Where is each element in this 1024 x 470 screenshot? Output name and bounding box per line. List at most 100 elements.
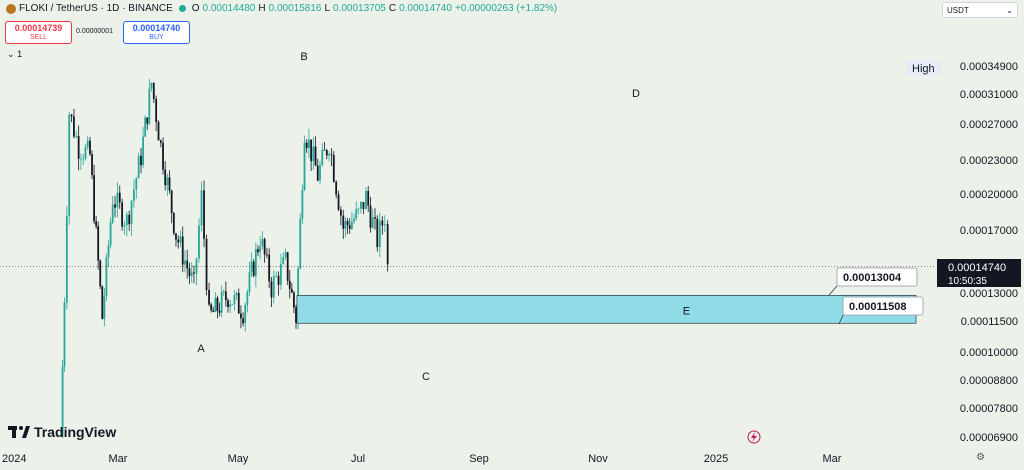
lightning-icon [747, 430, 761, 444]
candle-body [216, 297, 219, 311]
x-tick-label: Mar [823, 453, 842, 465]
candle-body [105, 257, 108, 296]
candle-body [109, 222, 112, 246]
candle-body [116, 192, 119, 208]
candle-body [155, 98, 158, 122]
candle-body [164, 169, 167, 186]
zone-top-callout-text: 0.00013004 [843, 272, 902, 284]
candle-body [130, 200, 133, 225]
candle-body [279, 263, 282, 285]
candle-body [65, 215, 68, 303]
high-label: H [258, 3, 266, 14]
currency-value: USDT [947, 6, 969, 15]
candle-body [305, 142, 308, 148]
candle-body [125, 214, 128, 226]
candle-body [248, 272, 251, 292]
candle-body [195, 258, 198, 274]
candle-body [252, 261, 255, 276]
candle-body [121, 202, 124, 227]
close-value: 0.00014740 [399, 3, 452, 14]
candle-body [235, 292, 238, 296]
candle-body [359, 202, 362, 209]
candle-body [222, 291, 225, 293]
sell-label: SELL [29, 34, 48, 41]
lightning-glyph [751, 432, 757, 442]
candle-body [282, 257, 285, 264]
candle-body [335, 181, 338, 195]
countdown-value: 10:50:35 [948, 276, 987, 287]
candle-body [286, 252, 289, 281]
candle-body [103, 295, 106, 319]
y-tick-label: 0.00031000 [960, 89, 1018, 101]
candle-body [111, 204, 114, 223]
candle-body [344, 221, 347, 229]
high-tag-box [907, 60, 941, 76]
candle-body [237, 292, 240, 314]
x-tick-label: Mar [109, 453, 128, 465]
candle-body [261, 239, 264, 247]
legend-row: FLOKI / TetherUS · 1D · BINANCE O 0.00014… [6, 3, 557, 14]
tradingview-wordmark: TradingView [34, 424, 117, 440]
candle-body [137, 155, 140, 179]
symbol-title[interactable]: FLOKI / TetherUS · 1D · BINANCE [19, 3, 173, 14]
candle-body [63, 302, 66, 367]
wave-label-a: A [197, 343, 205, 355]
candle-body [170, 190, 173, 213]
last-price-tag [937, 259, 1021, 287]
indicators-count: 1 [17, 49, 23, 59]
candle-body [68, 114, 71, 216]
settings-icon[interactable]: ⚙ [976, 452, 985, 463]
candle-body [150, 82, 153, 89]
candle-body [70, 114, 73, 117]
candle-body [220, 291, 223, 313]
y-tick-label: 0.00010000 [960, 347, 1018, 359]
candle-body [259, 246, 261, 253]
y-tick-label: 0.00013000 [960, 288, 1018, 300]
candle-body [146, 117, 149, 124]
target-zone-e: E 0.00013004 0.00011508 [296, 267, 924, 325]
candle-body [381, 220, 384, 226]
high-value: 0.00015816 [268, 3, 322, 14]
zone-bottom-callout-box [842, 296, 924, 316]
candle-body [140, 155, 142, 166]
y-tick-label: 0.00027000 [960, 119, 1018, 131]
candle-body [339, 209, 342, 216]
candle-body [295, 307, 297, 323]
candle-body [148, 88, 151, 124]
candle-body [386, 224, 389, 265]
sell-price: 0.00014739 [14, 23, 63, 33]
candle-body [378, 220, 381, 248]
candle-body [337, 194, 340, 210]
candle-body [97, 226, 100, 261]
x-tick-label: Nov [588, 453, 608, 465]
candle-body [144, 117, 147, 137]
close-label: C [388, 3, 397, 14]
x-tick-label: Sep [469, 453, 489, 465]
candle-body [257, 249, 259, 253]
candle-body [293, 292, 295, 308]
candle-body [275, 275, 278, 277]
low-value: 0.00013705 [333, 3, 386, 14]
candle-body [162, 142, 164, 170]
candle-body [166, 177, 169, 186]
candle-body [184, 260, 186, 265]
candle-body [268, 254, 271, 282]
buy-button[interactable]: 0.00014740 BUY [123, 21, 190, 44]
y-tick-label: 0.00017000 [960, 225, 1018, 237]
candle-body [244, 305, 247, 324]
candle-body [348, 224, 351, 229]
candle-body [190, 272, 193, 276]
buy-label: BUY [149, 34, 164, 41]
candle-body [177, 239, 180, 243]
candle-body [73, 116, 75, 137]
candle-body [265, 254, 268, 256]
currency-select[interactable]: USDT ⌄ [942, 2, 1018, 18]
y-tick-label: 0.00007800 [960, 403, 1018, 415]
change-value: +0.00000263 (+1.82%) [454, 3, 558, 14]
candle-body [168, 177, 171, 191]
wave-label-c: C [422, 371, 430, 383]
candle-body [312, 146, 315, 162]
indicators-toggle[interactable]: ⌄ 1 [7, 49, 22, 60]
sell-button[interactable]: 0.00014739 SELL [5, 21, 72, 44]
